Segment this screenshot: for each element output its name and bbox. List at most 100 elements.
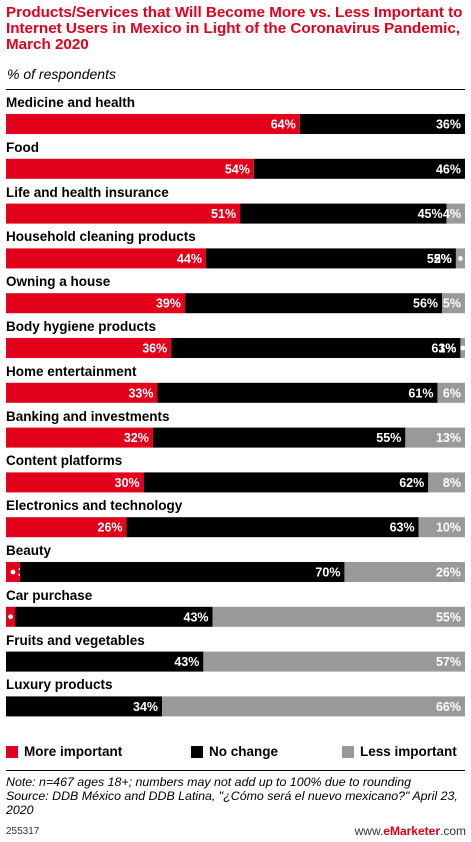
legend-item-more: More important — [6, 744, 122, 759]
legend-swatch-no-change — [191, 745, 203, 758]
data-label-less-important-home-entertainment: 6% — [443, 386, 461, 400]
note-text: Note: n=467 ages 18+; numbers may not ad… — [6, 775, 412, 789]
bar-no-change-banking-and-investments — [152, 427, 406, 448]
data-label-more-important-life-and-health-insurance: 51% — [211, 207, 236, 221]
legend-label-more: More important — [24, 744, 123, 759]
brand-suffix: .com — [439, 824, 466, 838]
data-label-no-change-body-hygiene-products: 63% — [431, 342, 456, 356]
brand-name: eMarketer — [383, 824, 440, 838]
category-label-household-cleaning-products: Household cleaning products — [6, 229, 196, 245]
bar-no-change-content-platforms — [143, 472, 429, 493]
bar-more-important-banking-and-investments — [6, 427, 153, 448]
bar-more-important-food — [6, 158, 254, 179]
footnote: Note: n=467 ages 18+; numbers may not ad… — [6, 775, 468, 817]
data-label-less-important-car-purchase: 55% — [436, 610, 461, 624]
data-label-more-important-medicine-and-health: 64% — [271, 118, 296, 132]
category-label-food: Food — [6, 139, 39, 155]
data-label-no-change-food: 46% — [436, 162, 461, 176]
data-label-more-important-household-cleaning-products: 44% — [177, 252, 202, 266]
legend: More important No change Less important — [6, 744, 468, 762]
category-label-banking-and-investments: Banking and investments — [6, 408, 170, 424]
category-label-medicine-and-health: Medicine and health — [6, 95, 136, 110]
bar-less-important-banking-and-investments — [405, 427, 465, 448]
category-label-beauty: Beauty — [6, 543, 52, 558]
small-value-marker-more-important-car-purchase — [8, 614, 13, 620]
bar-no-change-life-and-health-insurance — [240, 203, 447, 224]
small-value-marker-less-important-body-hygiene-products — [460, 345, 466, 351]
chart-title: Products/Services that Will Become More … — [6, 4, 463, 53]
category-label-fruits-and-vegetables: Fruits and vegetables — [6, 632, 145, 648]
brand-prefix: www. — [354, 824, 384, 838]
bar-less-important-luxury-products — [162, 696, 465, 717]
data-label-no-change-car-purchase: 43% — [184, 610, 209, 624]
bar-no-change-electronics-and-technology — [126, 517, 419, 538]
category-label-luxury-products: Luxury products — [6, 677, 113, 693]
bar-less-important-life-and-health-insurance — [446, 203, 465, 224]
bar-more-important-medicine-and-health — [6, 114, 300, 134]
data-label-less-important-household-cleaning-products: 2% — [434, 252, 452, 266]
data-label-less-important-luxury-products: 66% — [436, 700, 461, 714]
category-label-life-and-health-insurance: Life and health insurance — [6, 184, 169, 200]
top-divider — [6, 89, 465, 90]
bar-less-important-beauty — [344, 562, 465, 582]
category-label-car-purchase: Car purchase — [6, 587, 93, 603]
bar-no-change-owning-a-house — [185, 293, 443, 314]
category-label-electronics-and-technology: Electronics and technology — [6, 498, 183, 514]
data-label-less-important-banking-and-investments: 13% — [436, 431, 461, 445]
data-label-less-important-content-platforms: 8% — [443, 476, 461, 490]
small-value-marker-more-important-beauty — [10, 569, 16, 575]
category-label-home-entertainment: Home entertainment — [6, 363, 137, 379]
bar-no-change-home-entertainment — [157, 382, 438, 403]
data-label-more-important-banking-and-investments: 32% — [124, 431, 149, 445]
data-label-no-change-home-entertainment: 61% — [408, 386, 433, 400]
data-label-no-change-banking-and-investments: 55% — [376, 431, 401, 445]
data-label-less-important-electronics-and-technology: 10% — [436, 521, 461, 535]
brand-link[interactable]: www.eMarketer.com — [355, 824, 466, 838]
bar-no-change-fruits-and-vegetables — [6, 651, 204, 672]
source-text: Source: DDB México and DDB Latina, "¿Cóm… — [6, 789, 458, 817]
bar-no-change-household-cleaning-products — [205, 248, 456, 269]
small-value-marker-less-important-household-cleaning-products — [458, 256, 463, 261]
data-label-more-important-food: 54% — [225, 162, 250, 176]
bar-less-important-car-purchase — [212, 606, 465, 627]
data-label-more-important-body-hygiene-products: 36% — [142, 342, 167, 356]
data-label-no-change-medicine-and-health: 36% — [436, 118, 461, 132]
data-label-no-change-content-platforms: 62% — [399, 476, 424, 490]
legend-swatch-less — [342, 745, 354, 758]
data-label-no-change-beauty: 70% — [315, 566, 340, 580]
data-label-more-important-content-platforms: 30% — [115, 476, 140, 490]
legend-item-no-change: No change — [191, 744, 278, 759]
legend-item-less: Less important — [342, 744, 457, 759]
bar-no-change-body-hygiene-products — [171, 338, 461, 358]
bar-more-important-household-cleaning-products — [6, 248, 206, 269]
legend-swatch-more — [6, 745, 18, 758]
bar-more-important-owning-a-house — [6, 293, 186, 314]
bar-no-change-food — [253, 158, 465, 179]
data-label-less-important-owning-a-house: 5% — [443, 297, 461, 311]
data-label-no-change-luxury-products: 34% — [133, 700, 158, 714]
data-label-no-change-life-and-health-insurance: 45% — [418, 207, 443, 221]
data-label-no-change-electronics-and-technology: 63% — [390, 521, 415, 535]
bar-less-important-content-platforms — [428, 472, 465, 493]
bar-no-change-luxury-products — [6, 696, 163, 717]
data-label-more-important-electronics-and-technology: 26% — [98, 521, 123, 535]
bar-more-important-body-hygiene-products — [6, 338, 172, 358]
chart-subtitle: % of respondents — [7, 66, 116, 82]
data-label-less-important-beauty: 26% — [436, 566, 461, 580]
bar-more-important-electronics-and-technology — [6, 517, 127, 538]
bar-no-change-beauty — [19, 562, 345, 582]
data-label-less-important-fruits-and-vegetables: 57% — [436, 655, 461, 669]
bar-no-change-car-purchase — [15, 606, 213, 627]
bottom-divider — [6, 770, 465, 771]
data-label-more-important-home-entertainment: 33% — [128, 386, 153, 400]
bar-more-important-life-and-health-insurance — [6, 203, 241, 224]
data-label-no-change-fruits-and-vegetables: 43% — [174, 655, 199, 669]
bar-no-change-medicine-and-health — [299, 114, 465, 134]
data-label-less-important-life-and-health-insurance: 4% — [443, 207, 461, 221]
category-label-body-hygiene-products: Body hygiene products — [6, 319, 157, 334]
category-label-content-platforms: Content platforms — [6, 453, 123, 469]
chart-id: 255317 — [6, 826, 40, 837]
data-label-less-important-body-hygiene-products: 1% — [438, 342, 456, 356]
data-label-more-important-owning-a-house: 39% — [156, 297, 181, 311]
